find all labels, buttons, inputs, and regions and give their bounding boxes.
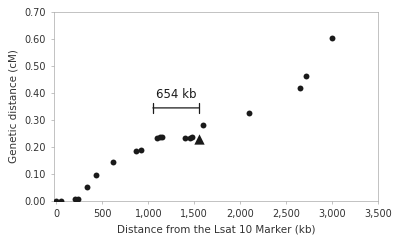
Point [157, 135, 164, 139]
Point [182, 136, 188, 139]
Point [296, 86, 303, 90]
Point [303, 74, 309, 78]
Point [93, 173, 99, 177]
Point [74, 198, 81, 201]
Point [200, 123, 206, 127]
Point [110, 160, 116, 164]
Point [84, 185, 90, 189]
Point [246, 111, 252, 115]
Point [196, 138, 202, 141]
Point [58, 199, 64, 203]
Point [159, 135, 165, 139]
Y-axis label: Genetic distance (cM): Genetic distance (cM) [8, 50, 18, 164]
Point [189, 135, 196, 139]
Point [72, 198, 78, 201]
Point [133, 149, 140, 153]
Point [138, 148, 144, 152]
Point [154, 136, 161, 139]
X-axis label: Distance from the Lsat 10 Marker (kb): Distance from the Lsat 10 Marker (kb) [116, 225, 315, 235]
Point [53, 199, 60, 203]
Point [186, 136, 193, 139]
Text: 654 kb: 654 kb [156, 88, 196, 101]
Point [329, 36, 335, 40]
